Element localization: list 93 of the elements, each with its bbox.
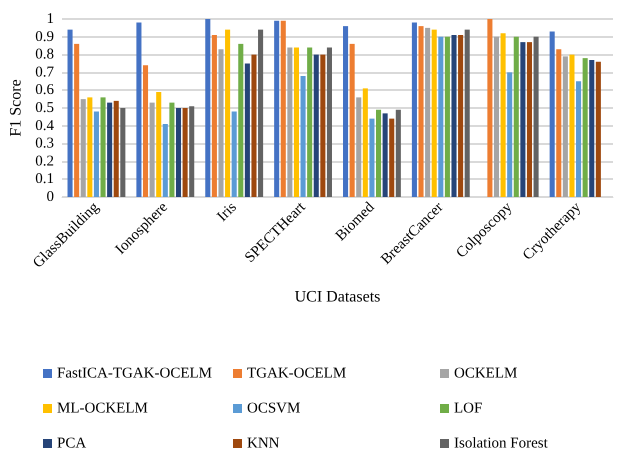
- bar: [520, 42, 526, 197]
- bar: [507, 72, 512, 197]
- bar: [114, 100, 119, 197]
- bar: [189, 106, 194, 197]
- y-tick-label: 0.8: [35, 46, 54, 63]
- x-axis-title: UCI Datasets: [294, 288, 380, 306]
- bar: [176, 108, 182, 197]
- bar: [514, 36, 519, 197]
- legend-label: OCKELM: [454, 366, 518, 382]
- bar: [205, 19, 210, 197]
- bar: [225, 30, 230, 197]
- bar: [382, 113, 388, 197]
- bar: [451, 35, 457, 197]
- legend-label: Isolation Forest: [454, 436, 549, 452]
- bar: [94, 112, 99, 197]
- bar: [162, 124, 168, 197]
- bar: [238, 44, 244, 197]
- bar: [589, 60, 594, 197]
- bar: [376, 110, 382, 197]
- bar: [562, 56, 568, 197]
- legend-label: KNN: [247, 436, 280, 452]
- bar: [425, 28, 430, 197]
- y-tick-label: 0.7: [35, 64, 54, 80]
- bar: [464, 30, 470, 197]
- bar: [258, 30, 264, 197]
- bar: [438, 36, 444, 197]
- bar: [569, 54, 575, 197]
- legend-label: LOF: [454, 400, 482, 416]
- legend-label: TGAK-OCELM: [247, 366, 346, 382]
- y-tick-label: 0: [46, 189, 54, 205]
- bar: [287, 47, 292, 197]
- bar: [280, 20, 286, 197]
- bar: [494, 36, 500, 197]
- bar: [396, 110, 401, 197]
- bar: [356, 97, 362, 197]
- bar: [389, 118, 394, 197]
- bar: [343, 26, 348, 197]
- bar: [251, 54, 257, 197]
- bar: [120, 108, 126, 197]
- y-tick-label: 0.4: [35, 118, 54, 134]
- bar: [307, 47, 312, 197]
- bar: [350, 44, 355, 197]
- legend-label: ML-OCKELM: [57, 400, 148, 416]
- bar: [142, 65, 148, 197]
- legend-label: FastICA-TGAK-OCELM: [57, 366, 212, 382]
- bar: [432, 30, 437, 197]
- bar: [294, 47, 300, 197]
- bar: [80, 99, 86, 197]
- legend-label: PCA: [57, 436, 86, 452]
- bar: [87, 97, 92, 197]
- bar: [182, 108, 188, 197]
- bar: [576, 81, 582, 197]
- bar: [526, 42, 532, 197]
- bar: [150, 102, 155, 197]
- bar: [500, 33, 506, 197]
- bar: [362, 88, 368, 197]
- bar: [418, 26, 424, 197]
- y-tick-label: 0.2: [35, 153, 54, 170]
- bar: [444, 36, 450, 197]
- bar: [534, 36, 539, 197]
- bar: [68, 30, 73, 197]
- y-tick-label: 1: [46, 11, 54, 27]
- bar: [136, 22, 142, 197]
- bar: [212, 35, 217, 197]
- y-tick-label: 0.6: [35, 82, 54, 98]
- bar: [100, 97, 106, 197]
- bar: [487, 19, 492, 197]
- bar: [107, 102, 112, 197]
- bar: [369, 118, 374, 197]
- bar: [582, 58, 588, 197]
- bar: [300, 76, 306, 197]
- bar: [314, 54, 319, 197]
- bar: [74, 44, 80, 197]
- bar: [556, 49, 562, 197]
- bar: [218, 49, 224, 197]
- x-tick-label: Iris: [214, 199, 240, 225]
- y-tick-label: 0.9: [35, 28, 54, 45]
- y-tick-label: 0.1: [35, 171, 54, 188]
- bar: [550, 31, 555, 197]
- bar: [320, 54, 326, 197]
- y-axis-title: F1 Score: [8, 79, 24, 137]
- bar: [412, 22, 417, 197]
- bar: [169, 102, 174, 197]
- y-tick-label: 0.3: [35, 136, 54, 152]
- bar: [156, 92, 162, 197]
- bar: [232, 112, 237, 197]
- bar: [244, 64, 250, 197]
- legend-label: OCSVM: [247, 400, 300, 416]
- bar: [274, 20, 280, 197]
- bar: [458, 35, 464, 197]
- bar: [326, 47, 332, 197]
- y-tick-label: 0.5: [35, 100, 54, 116]
- bar: [596, 62, 601, 197]
